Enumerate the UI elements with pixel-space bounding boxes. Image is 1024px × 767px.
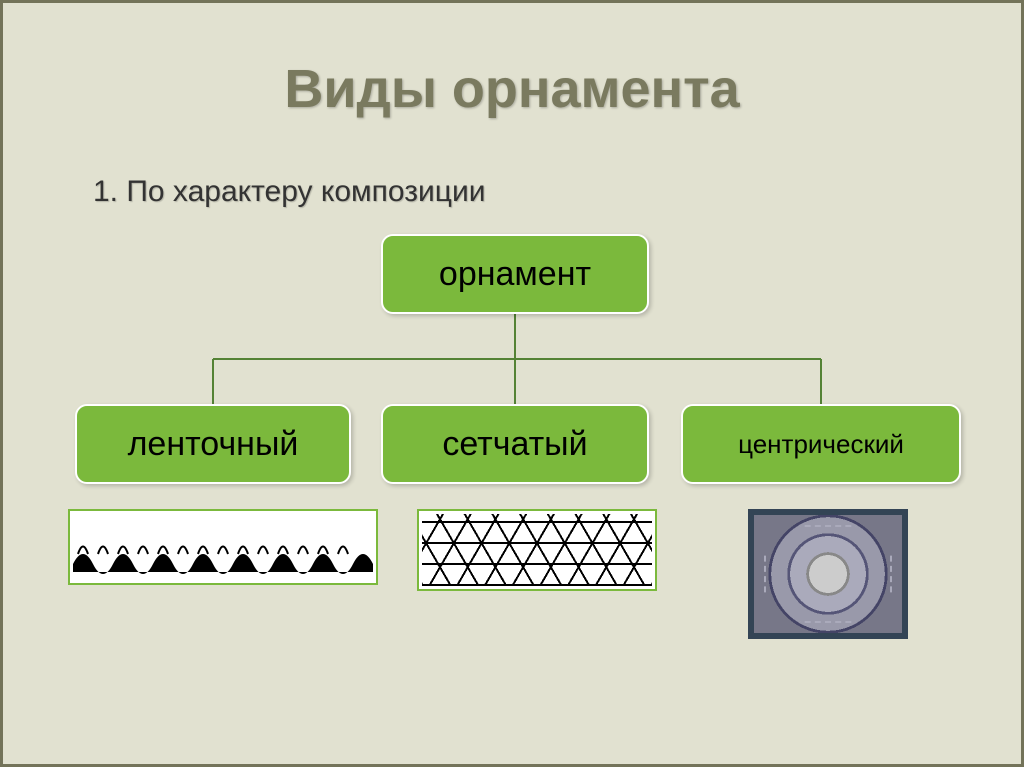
node-root: орнамент [381,234,649,314]
node-child-2: сетчатый [381,404,649,484]
sample-ribbon [68,509,378,585]
slide-title: Виды орнамента [3,58,1021,120]
node-child-3-label: центрический [738,429,904,460]
centric-pattern-icon [748,509,908,639]
ribbon-pattern-icon [73,514,373,580]
sample-row [3,504,1021,704]
node-child-1-label: ленточный [128,425,299,464]
node-child-3: центрический [681,404,961,484]
mesh-pattern-icon [422,514,652,586]
slide-subtitle: 1. По характеру композиции [93,175,1021,209]
node-child-2-label: сетчатый [442,425,587,464]
org-diagram: орнамент ленточный сетчатый центрический [3,224,1021,504]
sample-centric [748,509,908,639]
node-root-label: орнамент [439,255,591,294]
node-child-1: ленточный [75,404,351,484]
sample-mesh [417,509,657,591]
